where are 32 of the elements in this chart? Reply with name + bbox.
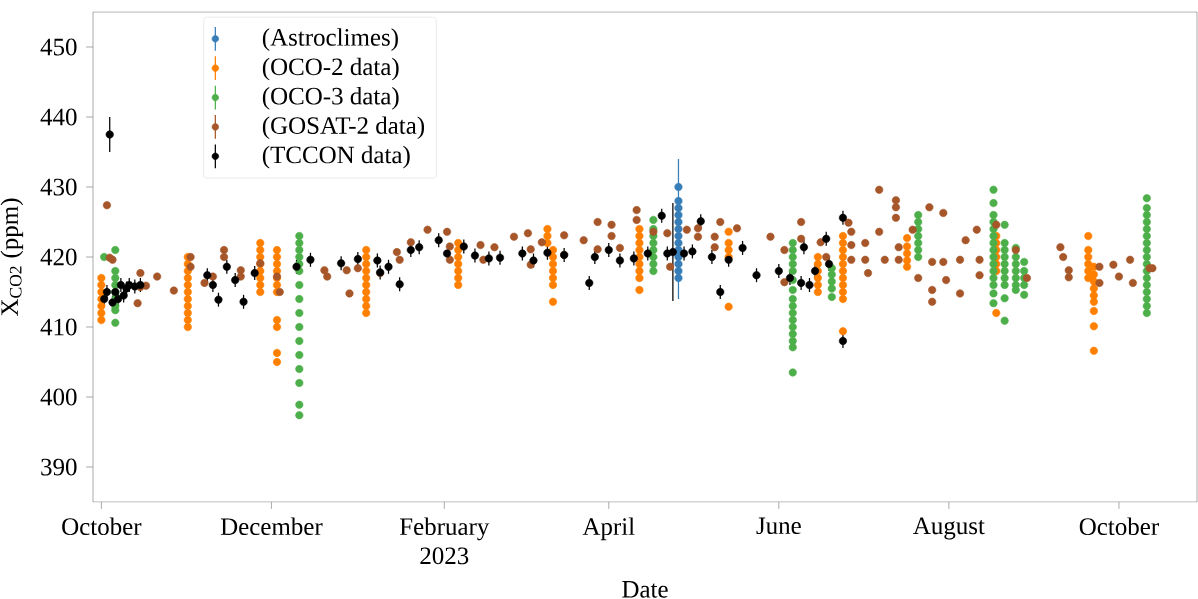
point (674, 182, 683, 192)
x-tick-label: August (913, 517, 985, 540)
point (674, 266, 683, 276)
point (674, 224, 683, 234)
point (674, 273, 683, 283)
point (674, 238, 683, 248)
y-tick-label: 420 (40, 248, 77, 266)
legend-label: (Astroclimes) (262, 28, 398, 51)
point (674, 259, 683, 269)
legend-label: (GOSAT-2 data) (262, 116, 425, 140)
point (674, 210, 683, 220)
y-tick-label: 400 (40, 388, 77, 406)
legend-label: (TCCON data) (262, 145, 410, 169)
point (674, 217, 683, 227)
y-tick-label: 410 (40, 318, 77, 336)
legend-label: (OCO-3 data) (262, 87, 399, 110)
y-axis-title: X$_{CO2}$ (ppm) (0, 198, 24, 316)
y-tick-label: 440 (40, 108, 77, 126)
point (674, 196, 683, 206)
x-tick-label: June (756, 517, 801, 535)
x-tick-label: December (220, 517, 323, 536)
x-tick-label: October (62, 517, 142, 536)
y-tick-label: 450 (40, 38, 77, 56)
y-tick-label: 390 (41, 458, 77, 476)
point (674, 203, 683, 213)
y-tick-label: 430 (40, 178, 77, 196)
point (674, 231, 683, 241)
x-axis-title: Date (622, 581, 668, 598)
x-tick-label: October (1079, 517, 1159, 536)
legend-label: (OCO-2 data) (262, 57, 399, 81)
x-tick-label: February 2023 (399, 517, 490, 565)
x-tick-label: April (582, 517, 635, 541)
